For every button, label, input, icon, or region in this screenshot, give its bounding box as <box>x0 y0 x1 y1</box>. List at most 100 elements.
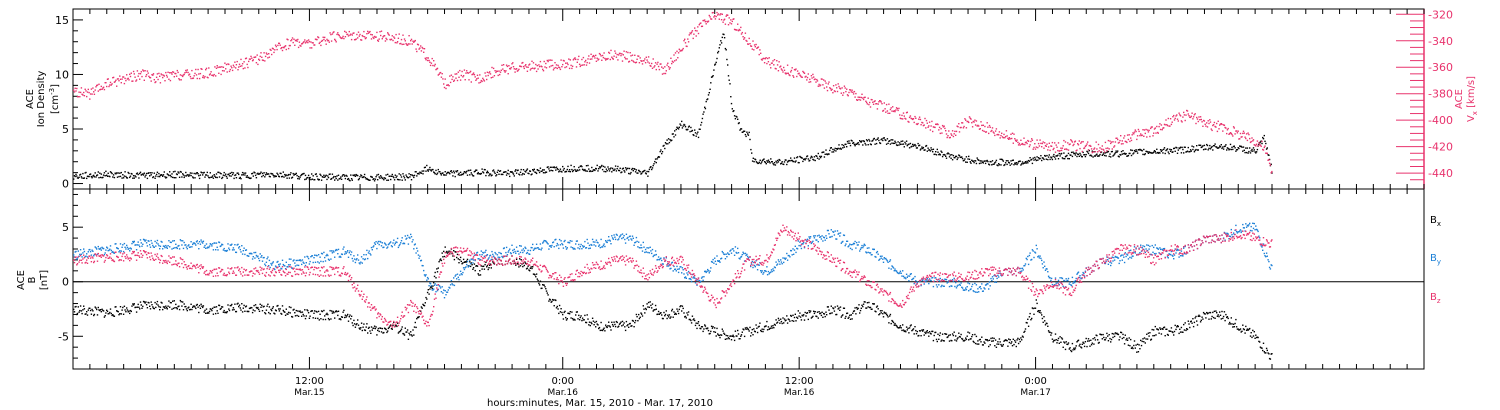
density-point <box>372 178 374 181</box>
bx-point <box>83 308 86 310</box>
density-point <box>1166 149 1168 151</box>
velocity-point <box>1098 150 1100 152</box>
bx-point <box>291 316 294 318</box>
bx-point <box>204 309 206 312</box>
density-point <box>1248 150 1250 153</box>
velocity-point <box>357 37 359 39</box>
density-point <box>1245 151 1248 154</box>
velocity-point <box>223 70 225 72</box>
density-point <box>347 177 350 180</box>
bx-point <box>1090 344 1093 346</box>
density-point <box>522 172 524 175</box>
bx-point <box>697 322 699 325</box>
bx-point <box>1030 319 1032 321</box>
bx-point <box>793 320 795 322</box>
density-point <box>265 172 268 174</box>
velocity-point <box>868 103 870 106</box>
velocity-point <box>456 79 459 82</box>
bx-point <box>320 310 323 312</box>
bx-point <box>871 308 873 310</box>
bx-point <box>623 322 625 324</box>
density-point <box>951 159 954 161</box>
bx-point <box>698 324 700 327</box>
velocity-point <box>351 34 353 36</box>
density-point <box>1207 149 1209 151</box>
velocity-point <box>1033 146 1035 149</box>
density-point <box>944 154 946 156</box>
velocity-point <box>100 85 102 88</box>
bx-point <box>243 304 245 307</box>
density-point <box>595 168 598 170</box>
bx-point <box>1028 316 1031 318</box>
velocity-point <box>1131 134 1133 136</box>
bx-point <box>1110 338 1113 341</box>
bx-point <box>862 305 864 308</box>
density-point <box>932 151 934 153</box>
velocity-point <box>862 98 865 101</box>
bx-point <box>760 330 763 333</box>
velocity-point <box>890 107 892 109</box>
density-point <box>666 139 668 141</box>
velocity-point <box>1111 148 1113 150</box>
velocity-point <box>336 33 338 36</box>
velocity-point <box>1118 141 1120 144</box>
density-point <box>958 155 961 157</box>
velocity-point <box>737 23 739 25</box>
velocity-point <box>583 64 585 66</box>
bx-point <box>278 308 280 310</box>
bx-point <box>155 303 158 305</box>
bx-point <box>1034 307 1037 309</box>
density-point <box>106 175 109 177</box>
velocity-point <box>341 37 344 39</box>
density-point <box>1015 162 1017 164</box>
velocity-point <box>482 77 484 80</box>
bx-point <box>87 309 89 311</box>
bx-point <box>1123 336 1125 339</box>
velocity-point <box>99 88 102 91</box>
velocity-point <box>337 34 340 36</box>
density-point <box>965 156 968 158</box>
bx-point <box>631 319 634 322</box>
density-point <box>852 141 855 144</box>
bx-point <box>1176 325 1179 327</box>
bx-point <box>425 296 427 299</box>
bx-point <box>490 267 492 269</box>
velocity-point <box>215 75 217 77</box>
density-point <box>175 177 177 179</box>
bx-point <box>881 310 883 312</box>
density-point <box>223 171 225 174</box>
bx-point <box>938 334 941 337</box>
bx-point <box>527 265 529 267</box>
velocity-point <box>486 78 488 81</box>
density-point <box>1256 148 1259 151</box>
bx-point <box>295 309 297 312</box>
bx-point <box>492 262 495 264</box>
density-point <box>1049 158 1051 161</box>
velocity-point <box>1027 140 1030 142</box>
bx-point <box>682 307 684 310</box>
bx-point <box>851 318 853 320</box>
bx-point <box>697 321 700 323</box>
velocity-point <box>563 60 565 62</box>
bx-point <box>458 262 460 264</box>
bx-point <box>270 308 272 311</box>
velocity-point <box>172 71 174 73</box>
bx-point <box>589 324 591 327</box>
bx-point <box>446 250 448 253</box>
velocity-point <box>713 16 715 18</box>
velocity-point <box>1091 151 1093 154</box>
density-point <box>410 179 413 181</box>
bx-point <box>1061 338 1064 340</box>
density-point <box>988 163 990 165</box>
density-point <box>771 161 773 163</box>
velocity-point <box>87 88 89 91</box>
velocity-point <box>426 57 428 59</box>
velocity-point <box>510 66 512 69</box>
density-point <box>591 170 594 172</box>
density-point <box>1080 154 1082 156</box>
velocity-point <box>627 51 629 54</box>
density-point <box>353 174 356 176</box>
bx-point <box>672 316 674 318</box>
density-point <box>847 142 849 144</box>
velocity-point <box>603 52 605 54</box>
